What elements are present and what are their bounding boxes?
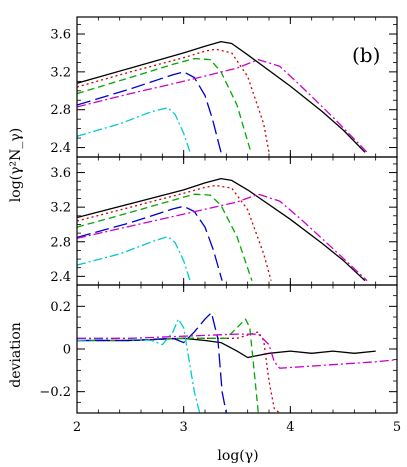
series-line-middle-0	[77, 177, 366, 282]
y-tick-label-bottom-0: −0.2	[39, 385, 71, 400]
y-axis-title-top: log(γ²N_γ)	[8, 128, 24, 202]
panel-bottom: −0.2 0 0.2	[39, 284, 398, 414]
x-tick-label-2: 4	[286, 420, 294, 435]
series-line-top-4	[77, 107, 191, 153]
x-tick-label-3: 5	[393, 420, 401, 435]
x-axis-title: log(γ)	[217, 448, 258, 464]
series-line-bottom-4	[77, 318, 201, 413]
panels: 2.4 2.8 3.2 3.6 2.4 2.8 3.2 3.6 −0.2 0 0.2	[39, 16, 398, 414]
y-tick-label-bottom-2: 0.2	[50, 300, 71, 315]
series-line-middle-5	[77, 193, 368, 282]
y-tick-label-top-1: 2.8	[50, 103, 71, 118]
x-tick-label-0: 2	[73, 420, 81, 435]
series-line-bottom-3	[77, 312, 227, 413]
series-line-middle-2	[77, 193, 253, 281]
panel-frame-bottom	[76, 284, 398, 414]
series-group-middle	[77, 177, 368, 282]
y-tick-label-middle-1: 2.8	[50, 235, 71, 250]
series-line-bottom-2	[77, 318, 259, 413]
series-line-bottom-0	[77, 337, 376, 359]
panel-tag: (b)	[352, 43, 380, 67]
y-tick-label-bottom-1: 0	[63, 343, 71, 358]
series-line-top-2	[77, 57, 252, 153]
x-tick-label-1: 3	[180, 420, 188, 435]
panel-middle: 2.4 2.8 3.2 3.6	[50, 156, 398, 286]
y-tick-label-top-3: 3.6	[50, 28, 71, 43]
y-tick-label-middle-3: 3.6	[50, 166, 71, 181]
y-tick-label-middle-2: 3.2	[50, 201, 71, 216]
series-line-bottom-5	[77, 333, 397, 369]
series-group-bottom	[77, 312, 397, 413]
y-tick-label-top-0: 2.4	[50, 141, 71, 156]
y-axis-title-bottom: deviation	[8, 322, 24, 388]
series-line-middle-4	[77, 235, 191, 281]
series-line-top-0	[77, 40, 366, 153]
series-line-bottom-1	[77, 331, 281, 413]
y-tick-label-top-2: 3.2	[50, 65, 71, 80]
series-line-middle-3	[77, 205, 223, 281]
panel-top: 2.4 2.8 3.2 3.6	[50, 16, 398, 158]
series-line-top-5	[77, 58, 368, 153]
series-line-top-3	[77, 71, 222, 153]
y-tick-label-middle-0: 2.4	[50, 270, 71, 285]
series-group-top	[77, 40, 368, 153]
x-tick-labels: 2 3 4 5	[73, 420, 401, 435]
